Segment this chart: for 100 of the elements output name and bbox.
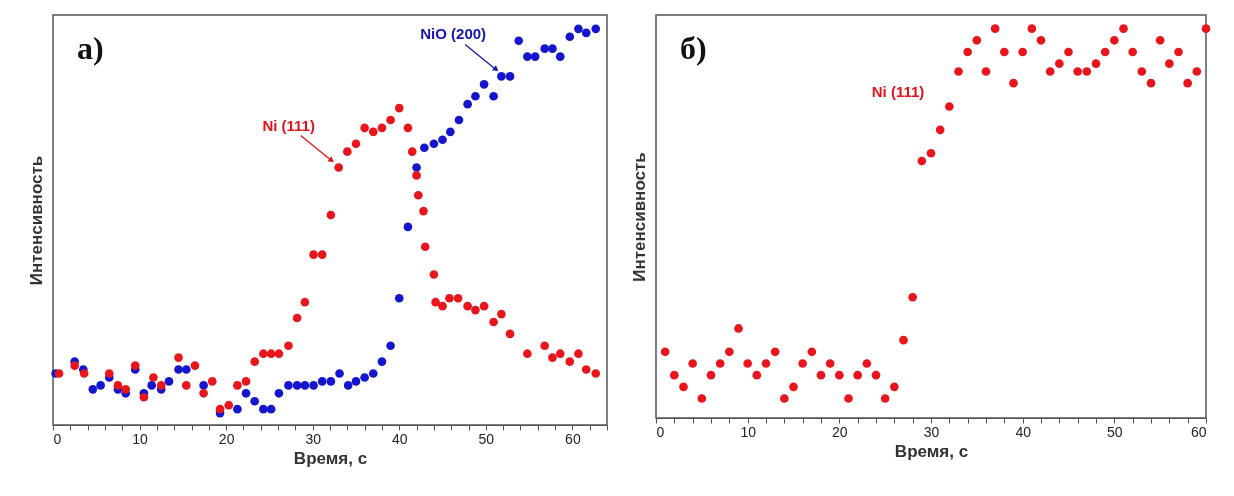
point [697,394,707,403]
point [530,52,540,61]
point [770,347,780,357]
point [1000,47,1009,57]
point [825,359,835,368]
x-tick-label: 60 [1190,423,1207,440]
point [479,80,489,89]
point [445,127,455,137]
point [917,156,927,166]
point [734,324,743,333]
point [1192,67,1202,76]
point [1027,24,1037,33]
point [429,139,439,149]
point [326,377,336,386]
x-tick-label: 20 [218,430,235,447]
x-axis-title: Время, с [293,448,368,468]
annotation: а) [77,30,104,66]
point [1174,47,1183,57]
x-tick-label: 60 [565,430,581,447]
point [899,335,908,345]
x-tick-label: 50 [1107,423,1123,440]
x-tick-label: 40 [391,430,408,447]
point [241,388,251,398]
point [798,359,807,368]
point [360,373,369,382]
point [725,347,734,357]
point [1146,78,1156,88]
point [752,370,762,380]
point [274,388,284,398]
point [880,394,890,403]
point [945,102,954,111]
y-axis-title: Интенсивность [26,155,46,286]
point [1036,35,1046,45]
point [394,293,404,303]
point [871,370,881,380]
point [471,91,480,101]
point [351,377,361,386]
point [1110,35,1119,45]
point [292,381,302,390]
point [96,381,105,390]
x-tick-label: 0 [656,423,665,440]
point [1045,67,1055,76]
point [990,24,1000,33]
point [420,143,429,153]
point [438,135,447,145]
point [317,377,327,386]
point [890,382,899,392]
point [454,115,464,125]
point [1009,78,1018,88]
point [954,67,963,76]
point [300,381,310,390]
point [463,99,472,109]
point [835,370,844,380]
x-tick-label: 10 [740,423,757,440]
point [679,382,688,392]
point [233,404,242,414]
point [1137,67,1147,76]
x-tick-label: 40 [1015,423,1032,440]
point [981,67,991,76]
annotation: Ni (111) [871,82,925,100]
point [523,52,532,61]
point [147,381,157,390]
point [555,52,565,61]
point [343,381,353,390]
point [505,72,515,81]
point [266,404,276,414]
annotation: Ni (111) [262,116,315,134]
annotation: NiO (200) [420,25,487,43]
point [581,28,591,38]
point [1100,47,1110,57]
point [743,359,752,368]
point [972,35,982,45]
point [908,292,917,302]
point [540,44,549,53]
point [181,365,191,374]
point [660,347,670,357]
x-tick-label: 50 [478,430,495,447]
point [715,359,725,368]
point [1091,59,1101,68]
point [489,91,498,101]
point [335,369,344,378]
point [862,359,872,368]
annotation: б) [680,30,707,66]
point [926,148,936,158]
x-axis-title: Время, с [894,441,969,461]
point [688,359,697,368]
x-tick-label: 30 [305,430,322,447]
point [1064,47,1073,57]
point [1155,35,1165,45]
point [1073,67,1082,76]
point [816,370,826,380]
point [309,381,318,390]
point [706,370,716,380]
point [548,44,557,53]
point [844,394,853,403]
x-tick-label: 30 [923,423,940,440]
point [164,377,174,386]
x-tick-label: 0 [53,430,62,447]
point [1119,24,1128,33]
point [853,370,862,380]
